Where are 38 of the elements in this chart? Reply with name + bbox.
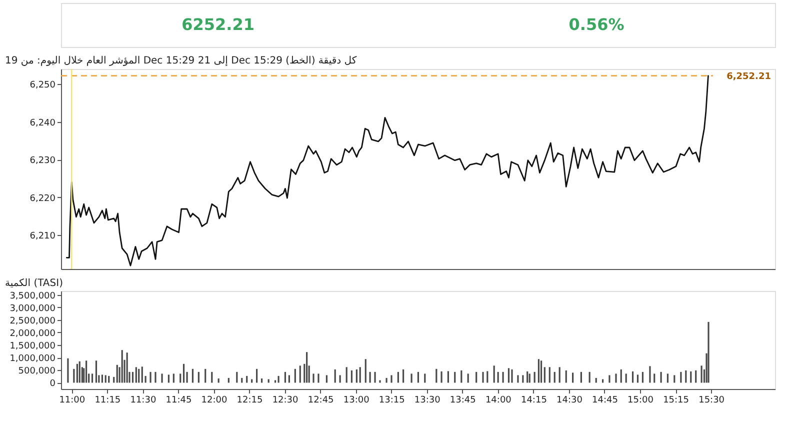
line-series (66, 75, 709, 266)
x-tick-label: 14:15 (520, 396, 547, 406)
x-tick-label: 15:15 (663, 396, 690, 406)
y-tick-label: 6,240 (30, 118, 56, 128)
y-tick-label: 500,000 (18, 366, 56, 377)
x-tick-label: 13:00 (343, 396, 370, 406)
text: 0.56% (568, 15, 624, 34)
x-tick-label: 15:00 (628, 396, 654, 406)
chart-title: المؤشر العام خلال اليوم: من 19 Dec 15:29 إلى 21 Dec 15:29 (الخط) كل دقيقة (5, 55, 357, 66)
y-tick-label: 6,220 (30, 194, 56, 204)
x-tick-label: 12:30 (272, 396, 299, 406)
x-tick-label: 11:30 (130, 396, 156, 406)
y-tick-label: 6,250 (30, 80, 56, 91)
y-tick-label: 2,000,000 (10, 328, 56, 339)
x-tick-label: 12:00 (201, 396, 228, 406)
y-tick-label: 1,000,000 (10, 354, 56, 364)
x-tick-label: 11:45 (166, 396, 192, 406)
x-tick-label: 13:15 (378, 396, 405, 406)
x-tick-label: 11:00 (59, 396, 86, 406)
y-tick-label: 2,500,000 (10, 316, 56, 326)
x-tick-label: 14:00 (485, 396, 512, 406)
x-tick-label: 13:45 (450, 396, 476, 406)
x-tick-label: 11:15 (94, 396, 121, 406)
y-tick-label: 0 (50, 379, 56, 390)
x-tick-label: 14:30 (556, 396, 583, 406)
y-tick-label: 3,500,000 (10, 291, 56, 302)
x-tick-label: 12:15 (236, 396, 263, 406)
text: 6252.21 (182, 15, 255, 34)
y-tick-label: 6,230 (30, 156, 56, 166)
chart-title: الكمية (TASI) (5, 278, 64, 289)
x-tick-label: 12:45 (308, 396, 334, 406)
y-tick-label: 6,210 (30, 232, 56, 242)
ref-line-label: 6,252.21 (726, 72, 771, 82)
y-tick-label: 1,500,000 (10, 342, 56, 352)
x-tick-label: 14:45 (592, 396, 618, 406)
y-tick-label: 3,000,000 (10, 304, 56, 314)
x-tick-label: 15:30 (698, 396, 725, 406)
x-tick-label: 13:30 (414, 396, 441, 406)
